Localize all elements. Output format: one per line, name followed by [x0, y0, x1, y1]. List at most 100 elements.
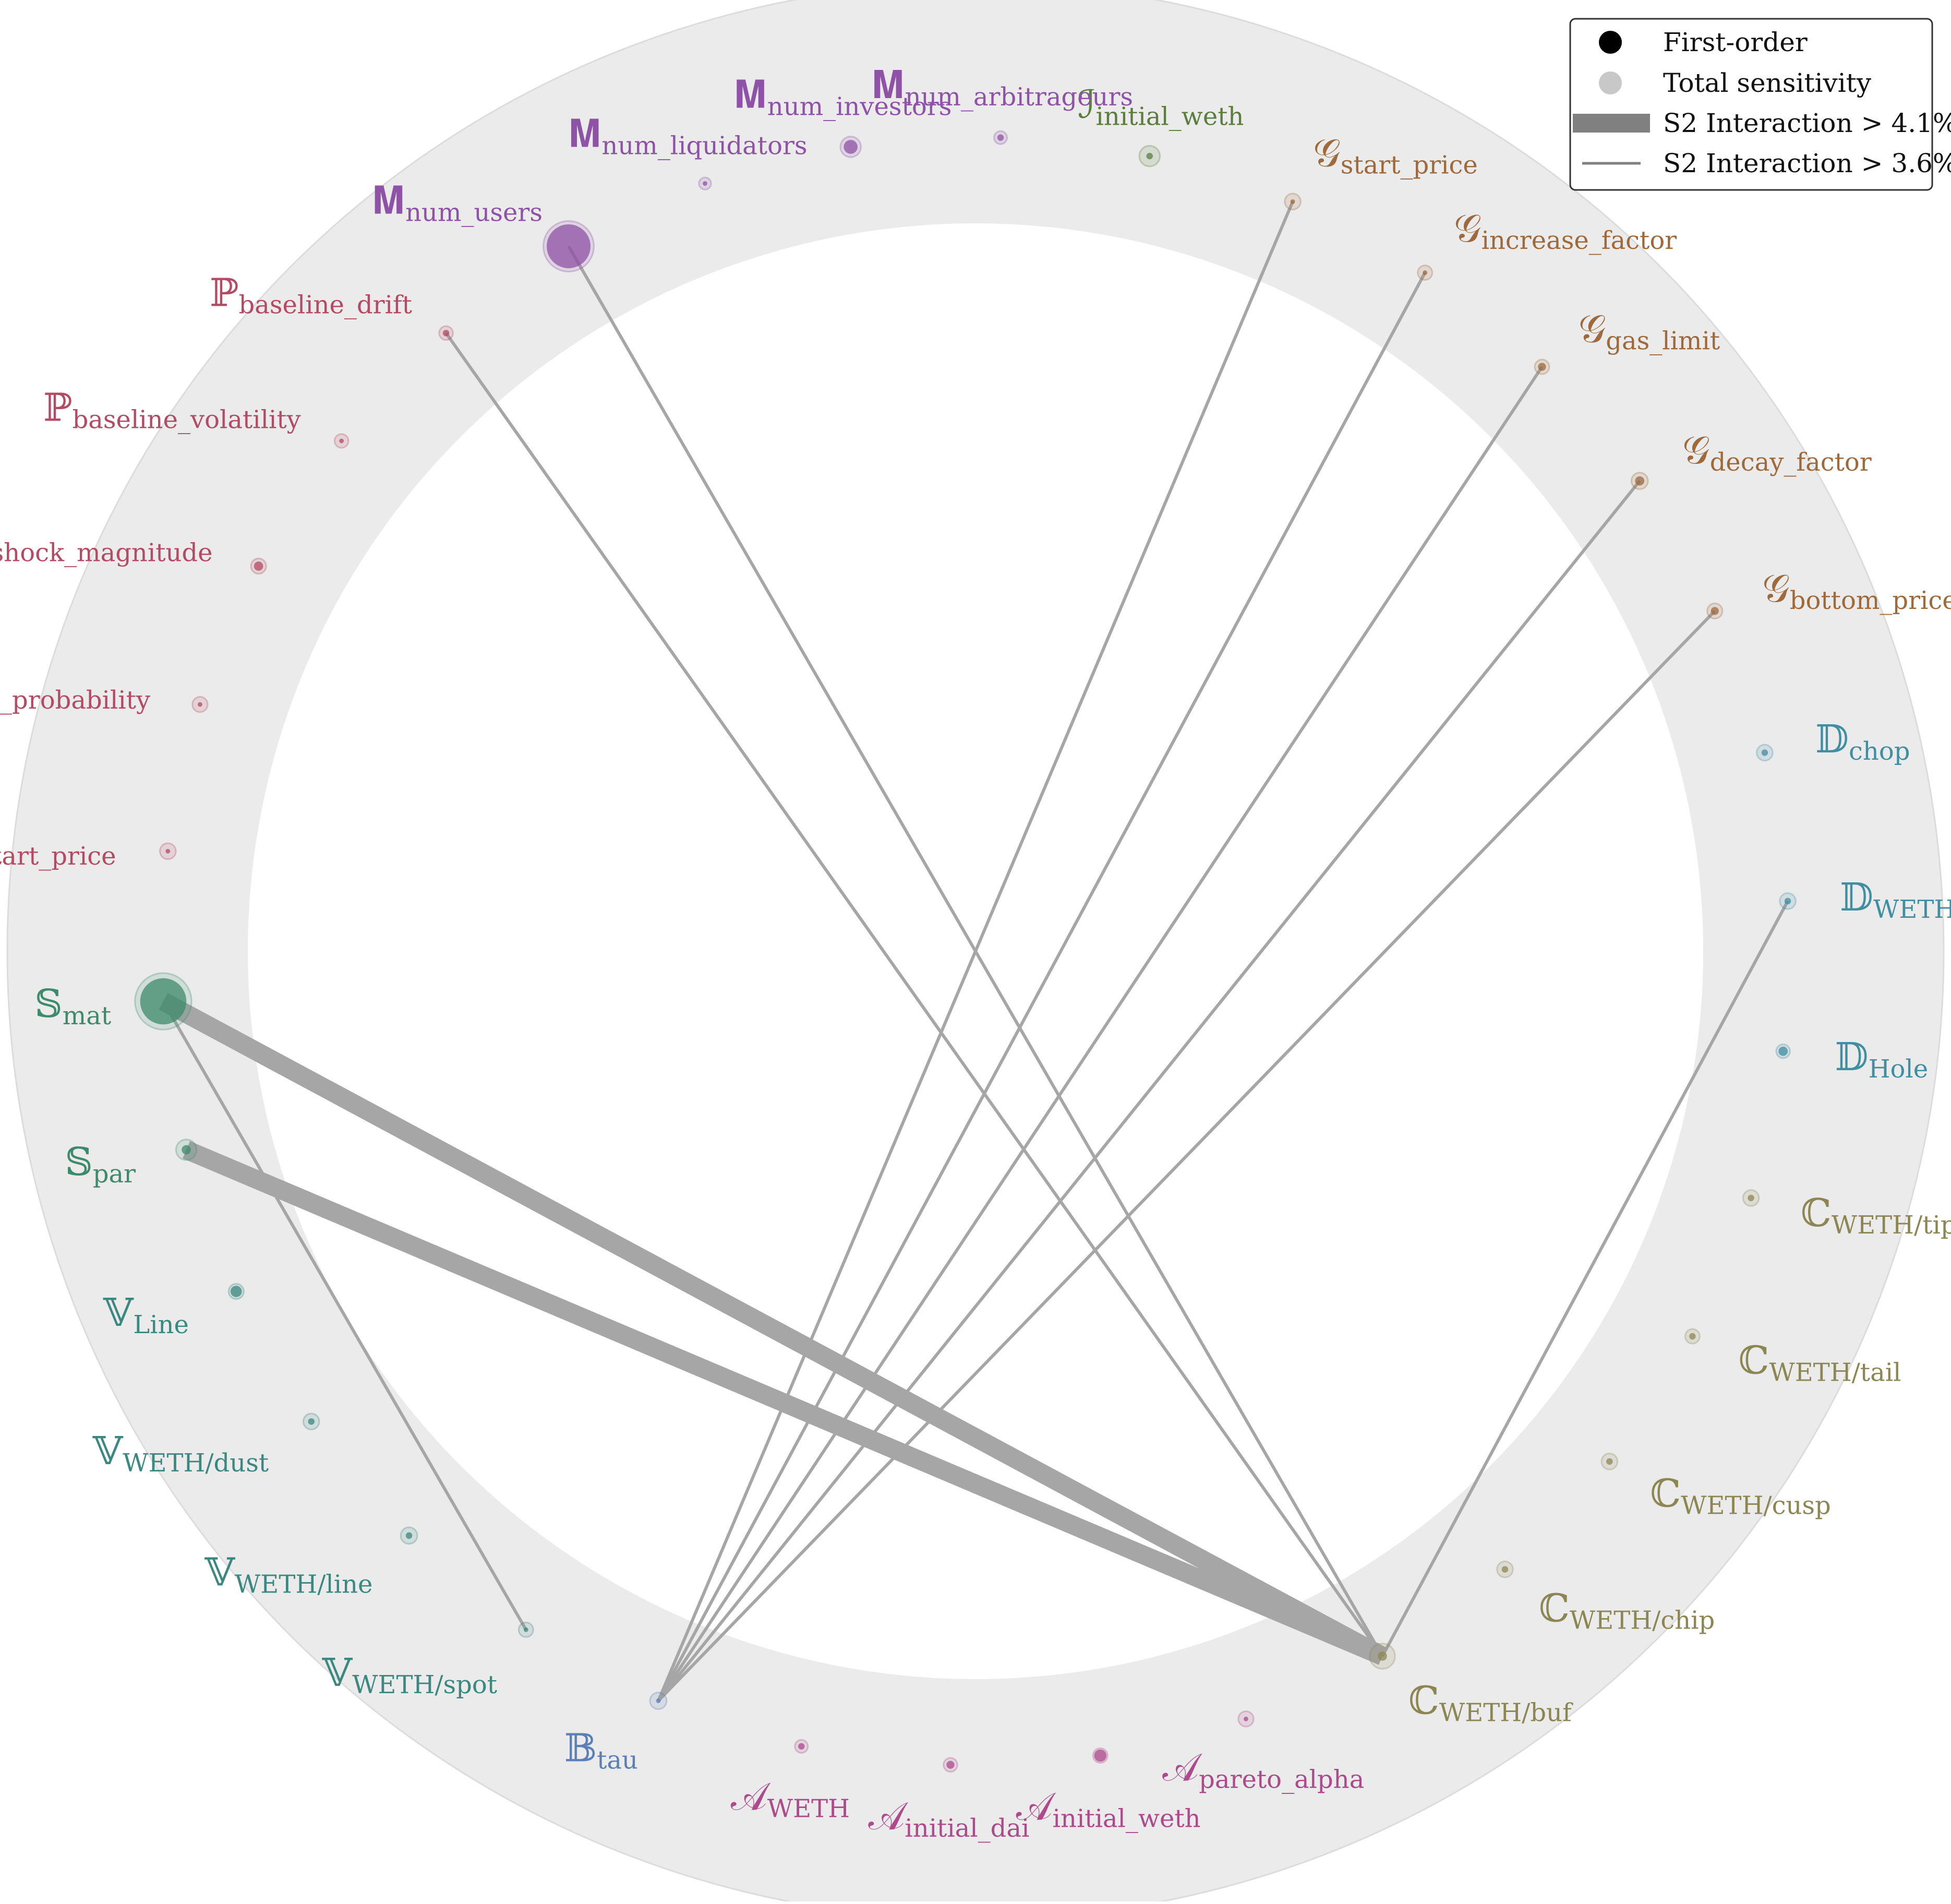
- first-order-marker-A_pareto: [1244, 1716, 1248, 1721]
- first-order-marker-D_chop: [1761, 749, 1768, 756]
- label-symbol-V_dust: 𝕍: [92, 1429, 124, 1474]
- label-symbol-M_users: 𝐌: [372, 178, 405, 223]
- label-A_WETH: 𝒜WETH: [731, 1775, 850, 1824]
- label-I_weth: ℐinitial_weth: [1078, 82, 1244, 131]
- edge-B_tau-G_decay: [657, 480, 1641, 1702]
- label-C_tail: ℂWETH/tail: [1738, 1338, 1901, 1387]
- edge-S_mat-V_spot: [162, 1000, 527, 1631]
- label-subscript-P_prob: shock_probability: [0, 686, 150, 715]
- edge-C_buf-D_hole: [1381, 900, 1789, 1657]
- label-subscript-V_Line: Line: [133, 1310, 189, 1339]
- label-subscript-S_par: par: [93, 1159, 136, 1189]
- label-M_users: 𝐌num_users: [372, 178, 543, 227]
- label-G_gas: 𝒢gas_limit: [1579, 306, 1720, 355]
- label-subscript-M_liq: num_liquidators: [601, 131, 807, 160]
- label-subscript-M_inv: num_investors: [767, 92, 952, 122]
- first-order-marker-M_inv: [844, 140, 858, 154]
- label-subscript-A_weth: initial_weth: [1053, 1804, 1201, 1833]
- label-V_spot: 𝕍WETH/spot: [322, 1650, 497, 1699]
- first-order-marker-C_chip: [1501, 1566, 1509, 1573]
- label-subscript-P_drift: baseline_drift: [238, 290, 412, 319]
- label-A_dai: 𝒜initial_dai: [868, 1794, 1029, 1843]
- label-subscript-A_dai: initial_dai: [905, 1814, 1029, 1843]
- first-order-marker-P_prob: [197, 702, 202, 707]
- parameter-labels: ℂWETH/bufℂWETH/chipℂWETH/cuspℂWETH/tailℂ…: [0, 63, 1951, 1843]
- label-symbol-B_tau: 𝔹: [564, 1726, 597, 1771]
- label-subscript-P_start: start_price: [0, 842, 116, 871]
- label-symbol-M_inv: 𝐌: [733, 73, 767, 117]
- label-symbol-M_liq: 𝐌: [568, 111, 601, 156]
- label-subscript-I_weth: initial_weth: [1096, 102, 1244, 131]
- first-order-marker-P_start: [165, 848, 171, 854]
- label-symbol-A_dai: 𝒜: [868, 1794, 908, 1839]
- first-order-marker-V_line: [405, 1532, 413, 1539]
- legend-first-order-marker: [1599, 31, 1622, 54]
- label-S_par: 𝕊par: [65, 1140, 136, 1189]
- label-symbol-P_vol: ℙ: [43, 385, 73, 430]
- label-P_vol: ℙbaseline_volatility: [43, 385, 301, 434]
- first-order-marker-S_mat: [140, 978, 187, 1025]
- first-order-marker-A_weth: [1094, 1749, 1107, 1762]
- label-symbol-D_hole: 𝔻: [1840, 875, 1873, 920]
- first-order-marker-A_WETH: [798, 1743, 805, 1750]
- label-G_increase: 𝒢increase_factor: [1454, 206, 1677, 255]
- label-subscript-G_bottom: bottom_price: [1790, 586, 1951, 615]
- label-subscript-C_chip: WETH/chip: [1570, 1606, 1715, 1635]
- label-symbol-S_par: 𝕊: [65, 1140, 92, 1184]
- label-G_start: 𝒢start_price: [1313, 130, 1478, 179]
- label-symbol-A_WETH: 𝒜: [731, 1775, 771, 1819]
- first-order-marker-D_Hole: [1778, 1046, 1788, 1056]
- label-D_chop: 𝔻chop: [1815, 717, 1910, 766]
- label-subscript-A_WETH: WETH: [767, 1794, 850, 1824]
- label-symbol-V_spot: 𝕍: [322, 1650, 353, 1695]
- label-G_bottom: 𝒢bottom_price: [1762, 566, 1951, 615]
- label-symbol-M_arb: 𝐌: [871, 63, 905, 107]
- first-order-marker-G_start: [1290, 199, 1295, 204]
- first-order-marker-V_Line: [230, 1286, 242, 1297]
- legend-box: [1569, 18, 1933, 191]
- first-order-marker-M_liq: [703, 181, 707, 186]
- first-order-marker-C_tail: [1689, 1333, 1696, 1340]
- label-symbol-A_weth: 𝒜: [1016, 1784, 1056, 1829]
- label-M_inv: 𝐌num_investors: [733, 73, 952, 122]
- label-M_arb: 𝐌num_arbitrageurs: [871, 63, 1133, 112]
- first-order-marker-P_drift: [442, 330, 450, 337]
- first-order-marker-B_tau: [656, 1698, 661, 1704]
- label-subscript-A_pareto: pareto_alpha: [1199, 1765, 1364, 1794]
- label-V_line: 𝕍WETH/line: [204, 1550, 373, 1599]
- edge-B_tau-G_start: [657, 201, 1294, 1702]
- label-symbol-C_tip: ℂ: [1801, 1191, 1832, 1236]
- label-S_mat: 𝕊mat: [34, 981, 111, 1031]
- label-subscript-V_line: WETH/line: [235, 1570, 372, 1599]
- edge-B_tau-G_bottom: [657, 609, 1716, 1702]
- first-order-marker-G_bottom: [1711, 607, 1719, 615]
- legend-total-label: Total sensitivity: [1663, 68, 1872, 98]
- label-C_tip: ℂWETH/tip: [1801, 1191, 1951, 1240]
- label-D_Hole: 𝔻Hole: [1835, 1035, 1928, 1084]
- label-subscript-G_decay: decay_factor: [1710, 448, 1872, 477]
- label-symbol-G_decay: 𝒢: [1682, 428, 1710, 473]
- interaction-edges: [159, 201, 1789, 1702]
- label-symbol-P_drift: ℙ: [210, 270, 239, 315]
- label-A_pareto: 𝒜pareto_alpha: [1162, 1745, 1364, 1794]
- label-G_decay: 𝒢decay_factor: [1682, 428, 1872, 477]
- legend-weak-label: S2 Interaction > 3.6%: [1663, 148, 1951, 178]
- label-symbol-G_bottom: 𝒢: [1762, 566, 1790, 611]
- label-C_buf: ℂWETH/buf: [1408, 1679, 1573, 1728]
- label-subscript-G_start: start_price: [1341, 150, 1478, 179]
- first-order-marker-C_cusp: [1606, 1458, 1613, 1465]
- label-symbol-I_weth: ℐ: [1078, 82, 1096, 127]
- label-subscript-P_vol: baseline_volatility: [73, 405, 301, 434]
- label-subscript-M_arb: num_arbitrageurs: [905, 82, 1133, 112]
- label-P_mag: ℙshock_magnitude: [0, 519, 213, 568]
- first-order-marker-A_dai: [946, 1761, 955, 1769]
- first-order-marker-C_buf: [1378, 1651, 1387, 1661]
- label-symbol-V_Line: 𝕍: [103, 1290, 134, 1335]
- label-symbol-C_buf: ℂ: [1408, 1679, 1439, 1723]
- edge-B_tau-G_increase: [657, 272, 1427, 1702]
- label-C_chip: ℂWETH/chip: [1539, 1586, 1715, 1635]
- label-subscript-M_users: num_users: [405, 198, 543, 227]
- label-symbol-A_pareto: 𝒜: [1162, 1745, 1202, 1790]
